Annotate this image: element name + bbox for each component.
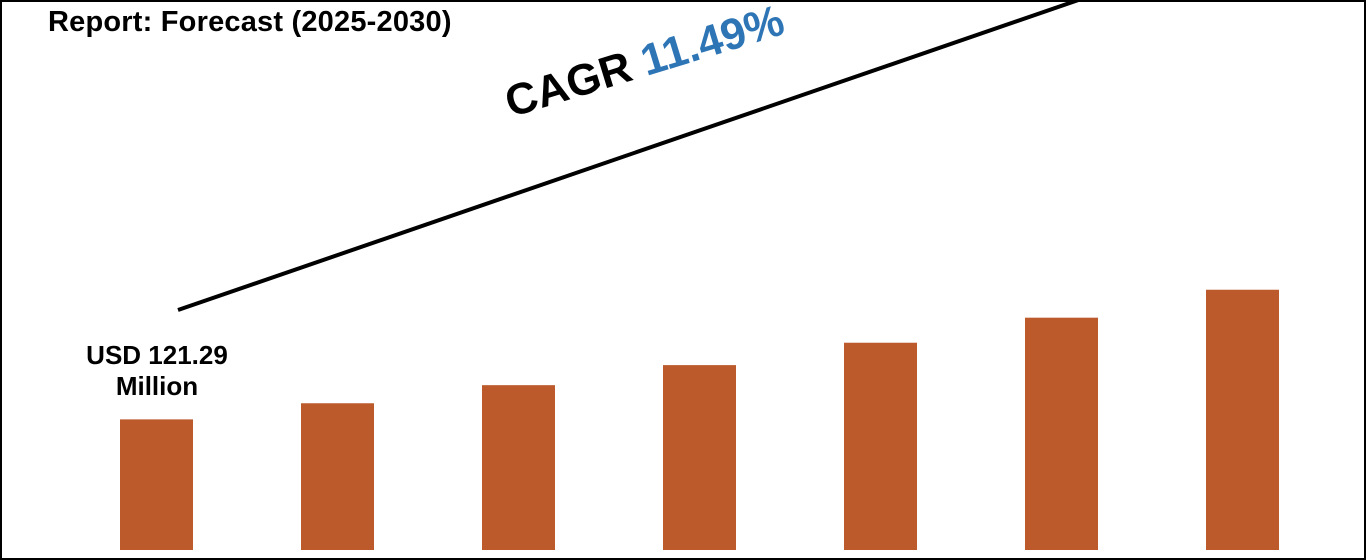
bar-2025 <box>120 419 193 550</box>
bar-2031 <box>1206 289 1279 550</box>
bar-2030 <box>1025 317 1098 550</box>
bar-2029 <box>844 342 917 550</box>
cagr-trend-line <box>177 0 1085 312</box>
data-label-line1: USD 121.29 <box>86 340 228 370</box>
bar-2028 <box>663 365 736 550</box>
chart-title: Report: Forecast (2025-2030) <box>48 6 452 38</box>
bars-group <box>120 289 1279 550</box>
bar-data-label: USD 121.29 Million <box>82 340 232 402</box>
data-label-line2: Million <box>115 371 199 402</box>
bar-2026 <box>301 403 374 550</box>
bar-2027 <box>482 385 555 550</box>
